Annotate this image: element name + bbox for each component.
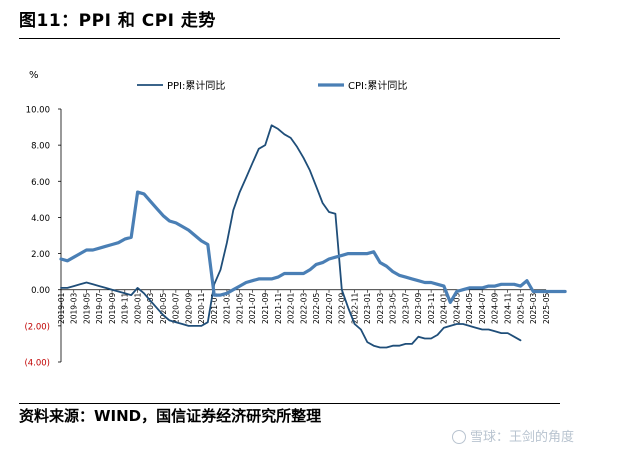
x-tick-label: 2025-05: [542, 292, 551, 324]
x-tick-label: 2020-09: [184, 292, 193, 324]
x-tick-label: 2021-09: [261, 292, 270, 324]
x-tick-label: 2023-05: [389, 292, 398, 324]
y-tick-label: (2.00): [24, 322, 50, 332]
x-tick-label: 2022-01: [287, 292, 296, 324]
x-tick-label: 2019-01: [57, 292, 66, 324]
x-tick-label: 2024-09: [491, 292, 500, 324]
x-tick-label: 2021-05: [235, 292, 244, 324]
x-tick-label: 2025-01: [516, 292, 525, 324]
x-tick-label: 2021-03: [223, 292, 232, 324]
series-layer: [59, 124, 567, 349]
legend: PPI:累计同比 CPI:累计同比: [137, 79, 407, 92]
y-tick-label: 8.00: [31, 142, 50, 152]
x-tick-label: 2022-09: [338, 292, 347, 324]
line-chart: % PPI:累计同比 CPI:累计同比 10.00 8.00 6.00 4.00 2.00…: [24, 70, 567, 369]
x-tick-label: 2019-03: [70, 292, 79, 324]
x-tick-label: 2019-09: [108, 292, 117, 324]
x-tick-label: 2020-01: [133, 292, 142, 324]
x-axis-ticks: 2019-01 2019-03 2019-05 2019-07 2019-09 2019-…: [57, 289, 551, 324]
x-tick-label: 2023-01: [363, 292, 372, 324]
x-tick-label: 2021-07: [248, 292, 257, 324]
x-tick-label: 2019-11: [121, 292, 130, 324]
x-tick-label: 2023-09: [414, 292, 423, 324]
x-tick-label: 2022-05: [312, 292, 321, 324]
x-tick-label: 2024-01: [440, 292, 449, 324]
cpi-legend-label: CPI:累计同比: [348, 79, 407, 92]
x-tick-label: 2025-03: [529, 292, 538, 324]
y-unit-label: %: [29, 70, 39, 81]
snowball-logo-icon: [452, 430, 466, 444]
footer-rule: [19, 403, 560, 404]
ppi-series-line: [60, 124, 522, 349]
title-rule: [19, 38, 560, 39]
cpi-series-line: [59, 190, 567, 304]
y-tick-label: 4.00: [31, 214, 50, 224]
y-tick-label: 0.00: [31, 286, 50, 296]
y-tick-label: 2.00: [31, 250, 50, 260]
x-tick-label: 2022-11: [350, 292, 359, 324]
watermark: 雪球：王剑的角度: [452, 426, 574, 445]
x-tick-label: 2022-07: [325, 292, 334, 324]
x-tick-label: 2020-11: [197, 292, 206, 324]
x-tick-label: 2023-11: [427, 292, 436, 324]
x-tick-label: 2024-05: [465, 292, 474, 324]
x-tick-label: 2024-11: [504, 292, 513, 324]
x-tick-label: 2020-05: [159, 292, 168, 324]
ppi-legend-label: PPI:累计同比: [167, 79, 225, 92]
y-tick-label: 10.00: [26, 106, 50, 116]
y-tick-label: (4.00): [24, 359, 50, 369]
x-tick-label: 2020-07: [172, 292, 181, 324]
x-tick-label: 2022-03: [299, 292, 308, 324]
x-tick-label: 2019-05: [82, 292, 91, 324]
x-tick-label: 2024-07: [478, 292, 487, 324]
x-tick-label: 2021-11: [274, 292, 283, 324]
x-tick-label: 2024-03: [452, 292, 461, 324]
source-note: 资料来源：WIND，国信证券经济研究所整理: [19, 407, 322, 425]
y-tick-label: 6.00: [31, 178, 50, 188]
figure-title: 图11：PPI 和 CPI 走势: [19, 11, 216, 31]
x-tick-label: 2020-03: [146, 292, 155, 324]
x-tick-label: 2023-03: [376, 292, 385, 324]
x-tick-label: 2023-07: [401, 292, 410, 324]
watermark-text: 雪球：王剑的角度: [470, 430, 575, 445]
x-tick-label: 2019-07: [95, 292, 104, 324]
y-axis-ticks: 10.00 8.00 6.00 4.00 2.00 0.00 (2.00) (4.00): [24, 106, 61, 369]
x-tick-label: 2021-01: [210, 292, 219, 324]
